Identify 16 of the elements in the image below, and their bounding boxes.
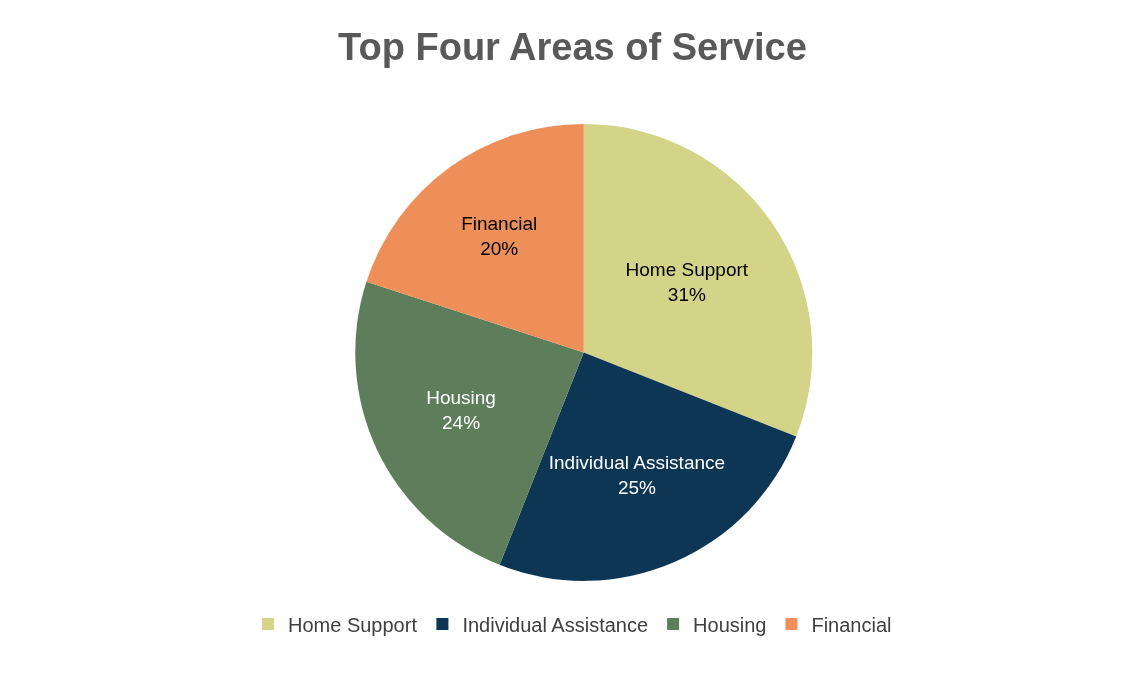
legend-label: Housing	[693, 613, 767, 636]
slice-label: Individual Assistance	[548, 452, 726, 474]
slice-label: Financial	[461, 213, 538, 235]
legend-label: Home Support	[288, 613, 418, 636]
data-label: 31%	[667, 283, 706, 305]
pie-slice	[583, 123, 813, 437]
data-label: 20%	[480, 237, 519, 259]
legend-label: Individual Assistance	[462, 613, 649, 636]
data-label: 25%	[617, 477, 657, 499]
slice-label: Housing	[426, 387, 496, 409]
data-label: 24%	[442, 411, 481, 433]
pie-slice	[499, 352, 797, 581]
legend-label: Financial	[811, 613, 892, 636]
slice-label: Home Support	[625, 259, 749, 281]
chart-title: Top Four Areas of Service	[338, 26, 807, 69]
pie-slice	[366, 123, 584, 353]
